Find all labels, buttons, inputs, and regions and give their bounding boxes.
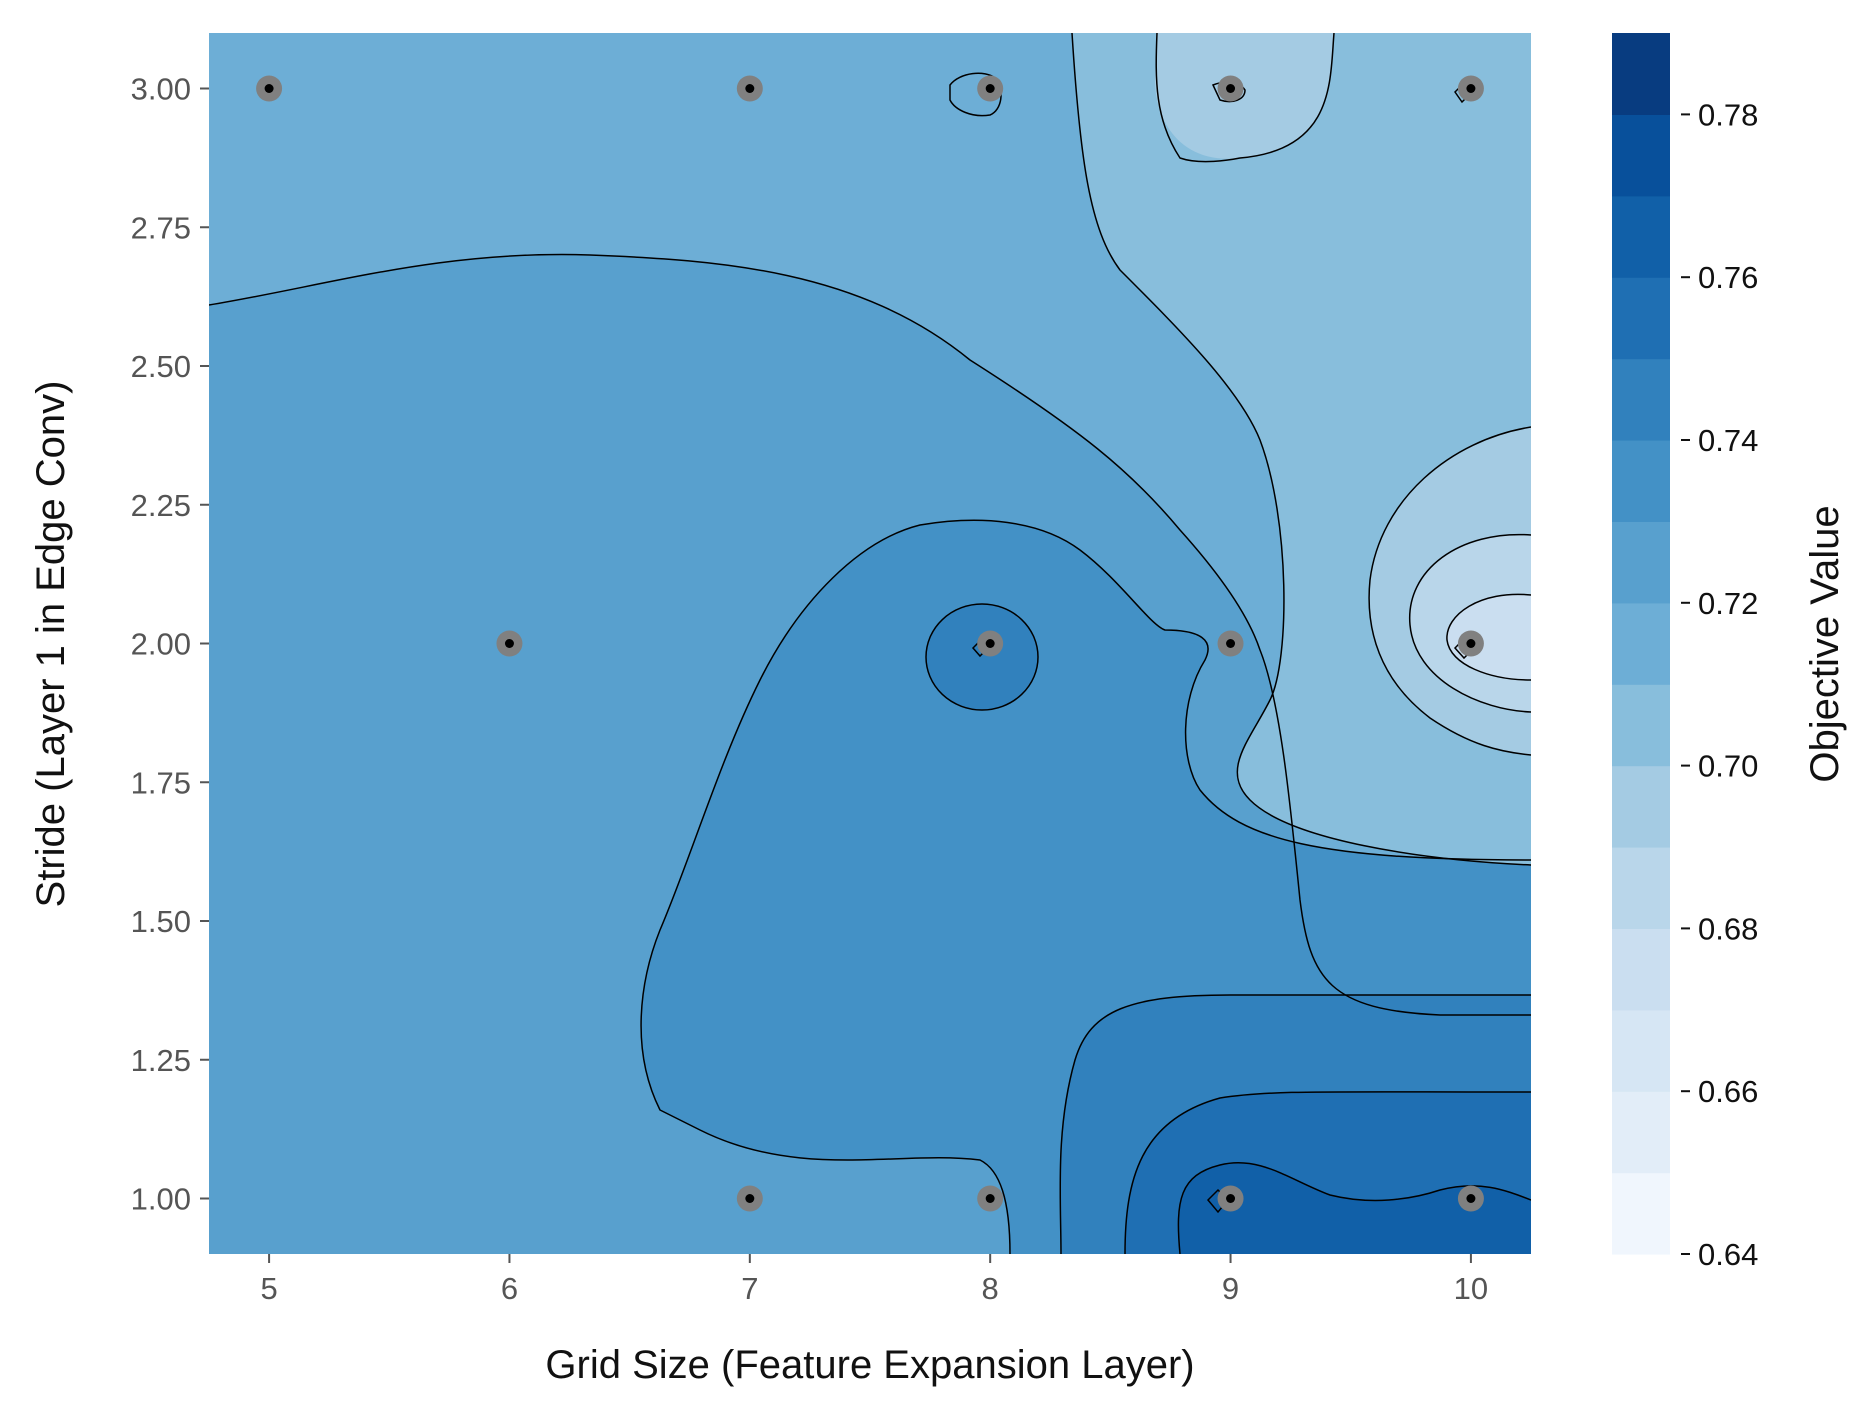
x-tick-label: 9 xyxy=(1222,1271,1239,1306)
sample-point-center xyxy=(985,639,995,648)
contour-line xyxy=(1071,33,1531,866)
contour-line xyxy=(1155,33,1335,163)
contour-line xyxy=(1368,426,1531,756)
contour-line xyxy=(1409,533,1531,713)
sample-point-center xyxy=(985,1194,995,1203)
colorbar-segment xyxy=(1612,114,1670,197)
contour-line xyxy=(1446,593,1531,681)
y-tick-label: 3.00 xyxy=(131,72,191,107)
y-tick-label: 1.25 xyxy=(131,1043,191,1078)
colorbar-segment xyxy=(1612,765,1670,848)
y-tick-label: 2.75 xyxy=(131,210,191,245)
contour-line xyxy=(1059,994,1531,1254)
y-axis-title: Stride (Layer 1 in Edge Conv) xyxy=(29,381,73,908)
colorbar-tick-label: 0.76 xyxy=(1698,260,1758,295)
x-tick-label: 6 xyxy=(501,1271,518,1306)
x-tick-label: 10 xyxy=(1454,1271,1488,1306)
colorbar-segment xyxy=(1612,440,1670,522)
x-axis-ticks: 5 6 7 8 9 10 xyxy=(260,1254,1488,1306)
colorbar-ticks: 0.64 0.66 0.68 0.70 0.72 0.74 0.76 0.78 xyxy=(1681,97,1758,1272)
contour-line xyxy=(209,253,1531,1016)
y-tick-label: 2.50 xyxy=(131,349,191,384)
sample-point-center xyxy=(504,639,514,648)
sample-point-center xyxy=(1226,1194,1236,1203)
contour-line xyxy=(1124,1091,1531,1254)
colorbar-tick-label: 0.78 xyxy=(1698,97,1758,132)
region-upper-right-4 xyxy=(1446,594,1531,680)
colorbar-segment xyxy=(1612,1172,1670,1255)
sample-point-center xyxy=(1226,639,1236,648)
colorbar-segment xyxy=(1612,684,1670,767)
colorbar-segment xyxy=(1612,1091,1670,1174)
contour-line xyxy=(949,72,1002,117)
region-top-blob xyxy=(1155,33,1334,159)
y-axis-ticks: 1.00 1.25 1.50 1.75 2.00 2.25 2.50 2.75 3.00 xyxy=(131,72,209,1217)
sample-point-center xyxy=(985,84,995,93)
contour-line xyxy=(1177,1161,1531,1254)
colorbar-tick-label: 0.66 xyxy=(1698,1074,1758,1109)
colorbar-segment xyxy=(1612,847,1670,929)
contour-line xyxy=(640,519,1531,1254)
sample-points xyxy=(256,75,1484,1212)
colorbar-segment xyxy=(1612,1009,1670,1092)
y-tick-label: 1.75 xyxy=(131,765,191,800)
colorbar xyxy=(1612,33,1670,1255)
colorbar-tick-label: 0.74 xyxy=(1698,423,1758,458)
region-lower-right-3 xyxy=(1178,1162,1531,1254)
colorbar-title: Objective Value xyxy=(1803,505,1847,782)
x-tick-label: 5 xyxy=(260,1271,277,1306)
sample-point-center xyxy=(745,84,755,93)
colorbar-tick-label: 0.64 xyxy=(1698,1237,1758,1272)
colorbar-tick-label: 0.68 xyxy=(1698,911,1758,946)
region-bump-8-2 xyxy=(926,604,1038,710)
sample-point-center xyxy=(264,84,274,93)
sample-point-center xyxy=(1466,1194,1476,1203)
sample-point-center xyxy=(1226,84,1236,93)
colorbar-segment xyxy=(1612,195,1670,278)
sample-point-center xyxy=(1466,84,1476,93)
colorbar-segment xyxy=(1612,33,1670,115)
x-tick-label: 8 xyxy=(982,1271,999,1306)
colorbar-tick-label: 0.70 xyxy=(1698,749,1758,784)
sample-point-center xyxy=(1466,639,1476,648)
colorbar-segment xyxy=(1612,358,1670,441)
x-axis-title: Grid Size (Feature Expansion Layer) xyxy=(545,1343,1194,1387)
colorbar-segment xyxy=(1612,277,1670,360)
x-tick-label: 7 xyxy=(741,1271,758,1306)
contour-line xyxy=(925,603,1039,711)
y-tick-label: 2.25 xyxy=(131,488,191,523)
colorbar-tick-label: 0.72 xyxy=(1698,586,1758,621)
colorbar-segment xyxy=(1612,602,1670,685)
plot-area xyxy=(209,33,1531,1254)
y-tick-label: 1.50 xyxy=(131,904,191,939)
contour-lines xyxy=(209,33,1531,1254)
colorbar-segment xyxy=(1612,521,1670,604)
sample-point-center xyxy=(745,1194,755,1203)
colorbar-segment xyxy=(1612,928,1670,1011)
y-tick-label: 2.00 xyxy=(131,627,191,662)
y-tick-label: 1.00 xyxy=(131,1182,191,1217)
